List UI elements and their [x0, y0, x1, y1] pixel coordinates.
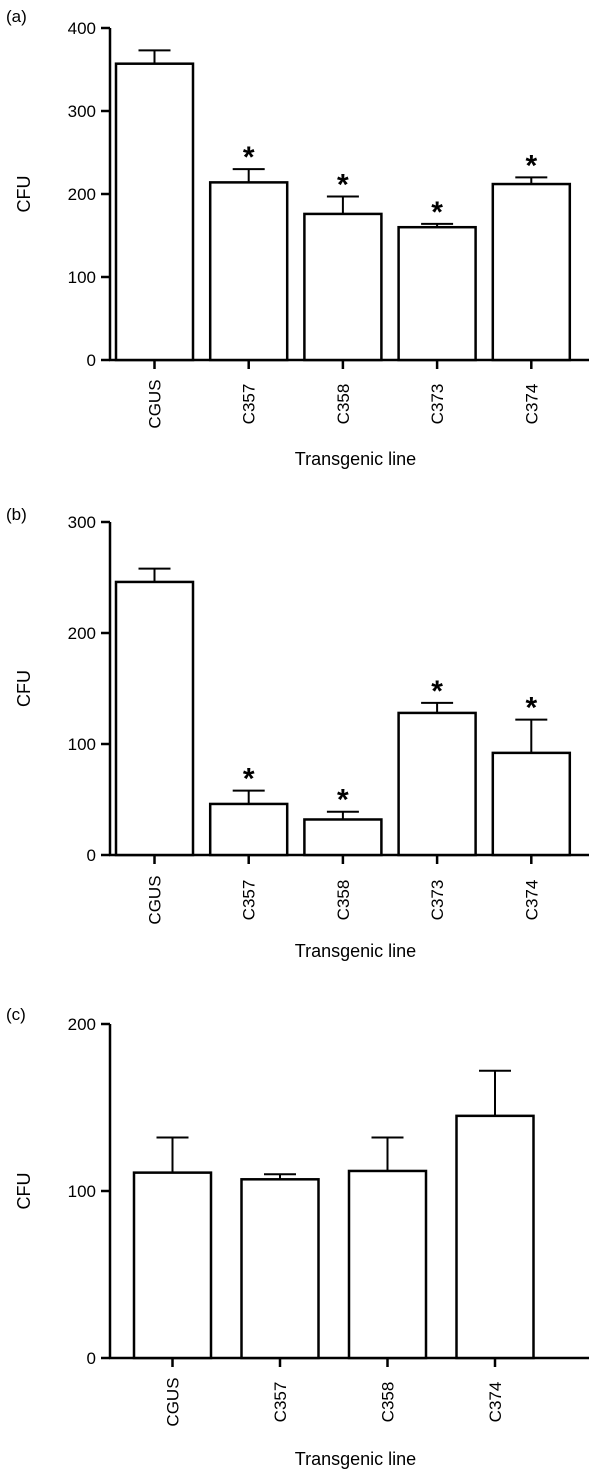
x-tick-label: C357 — [240, 880, 259, 921]
significance-marker: * — [525, 149, 537, 182]
x-tick-label: C357 — [271, 1382, 290, 1423]
y-tick-label: 300 — [68, 102, 96, 121]
x-tick-label: CGUS — [146, 379, 165, 428]
bar-c374 — [491, 751, 572, 857]
bar-c374 — [491, 182, 572, 362]
chart-panel-3: (c) 0 100 200 CFU CGUS C357 C358 C374 Transgenic … — [6, 1005, 589, 1469]
significance-marker: * — [243, 141, 255, 174]
y-tick-label: 100 — [68, 735, 96, 754]
chart-panel-2: (b) 0 100 200 300 CFU CGUS * C357 * C358 * C373 * C374… — [6, 505, 589, 961]
x-axis-label: Transgenic line — [295, 1449, 416, 1469]
y-tick-label: 0 — [87, 351, 96, 370]
y-tick-label: 0 — [87, 1349, 96, 1368]
x-tick-label: C357 — [240, 384, 259, 425]
x-axis-label: Transgenic line — [295, 449, 416, 469]
y-tick-label: 0 — [87, 846, 96, 865]
significance-marker: * — [337, 168, 349, 201]
y-tick-label: 100 — [68, 268, 96, 287]
significance-marker: * — [243, 763, 255, 796]
x-tick-label: C358 — [334, 384, 353, 425]
x-tick-label: C358 — [379, 1382, 398, 1423]
significance-marker: * — [431, 196, 443, 229]
y-tick-label: 300 — [68, 513, 96, 532]
panel-label: (a) — [6, 7, 27, 26]
bar-c357 — [240, 1178, 320, 1360]
significance-marker: * — [431, 675, 443, 708]
y-tick-label: 100 — [68, 1182, 96, 1201]
y-tick-label: 200 — [68, 624, 96, 643]
x-tick-label: C374 — [522, 880, 541, 921]
y-axis-label: CFU — [14, 176, 34, 213]
x-tick-label: C374 — [522, 384, 541, 425]
x-axis-label: Transgenic line — [295, 941, 416, 961]
x-tick-label: C374 — [486, 1382, 505, 1423]
panel-label: (c) — [6, 1005, 26, 1024]
bar-cgus — [114, 62, 195, 362]
y-tick-label: 200 — [68, 1015, 96, 1034]
y-tick-label: 400 — [68, 19, 96, 38]
bar-c358 — [347, 1169, 428, 1360]
y-tick-label: 200 — [68, 185, 96, 204]
bar-cgus — [114, 580, 195, 857]
bar-c374 — [455, 1114, 535, 1360]
x-tick-label: CGUS — [164, 1377, 183, 1426]
bar-c357 — [208, 181, 289, 362]
x-tick-label: CGUS — [146, 875, 165, 924]
panel-label: (b) — [6, 505, 27, 524]
significance-marker: * — [525, 692, 537, 725]
bar-c358 — [303, 818, 383, 857]
x-tick-label: C358 — [334, 880, 353, 921]
chart-panel-1: (a) 0 100 200 300 400 CFU CGUS * C357 * C358 * C373 * C… — [6, 7, 589, 469]
bar-c357 — [208, 802, 289, 857]
y-axis-label: CFU — [14, 1173, 34, 1210]
bar-c373 — [397, 711, 477, 857]
x-tick-label: C373 — [428, 384, 447, 425]
significance-marker: * — [337, 784, 349, 817]
bar-cgus — [132, 1171, 213, 1360]
x-tick-label: C373 — [428, 880, 447, 921]
bar-c358 — [303, 212, 383, 362]
bar-c373 — [397, 225, 477, 362]
y-axis-label: CFU — [14, 670, 34, 707]
